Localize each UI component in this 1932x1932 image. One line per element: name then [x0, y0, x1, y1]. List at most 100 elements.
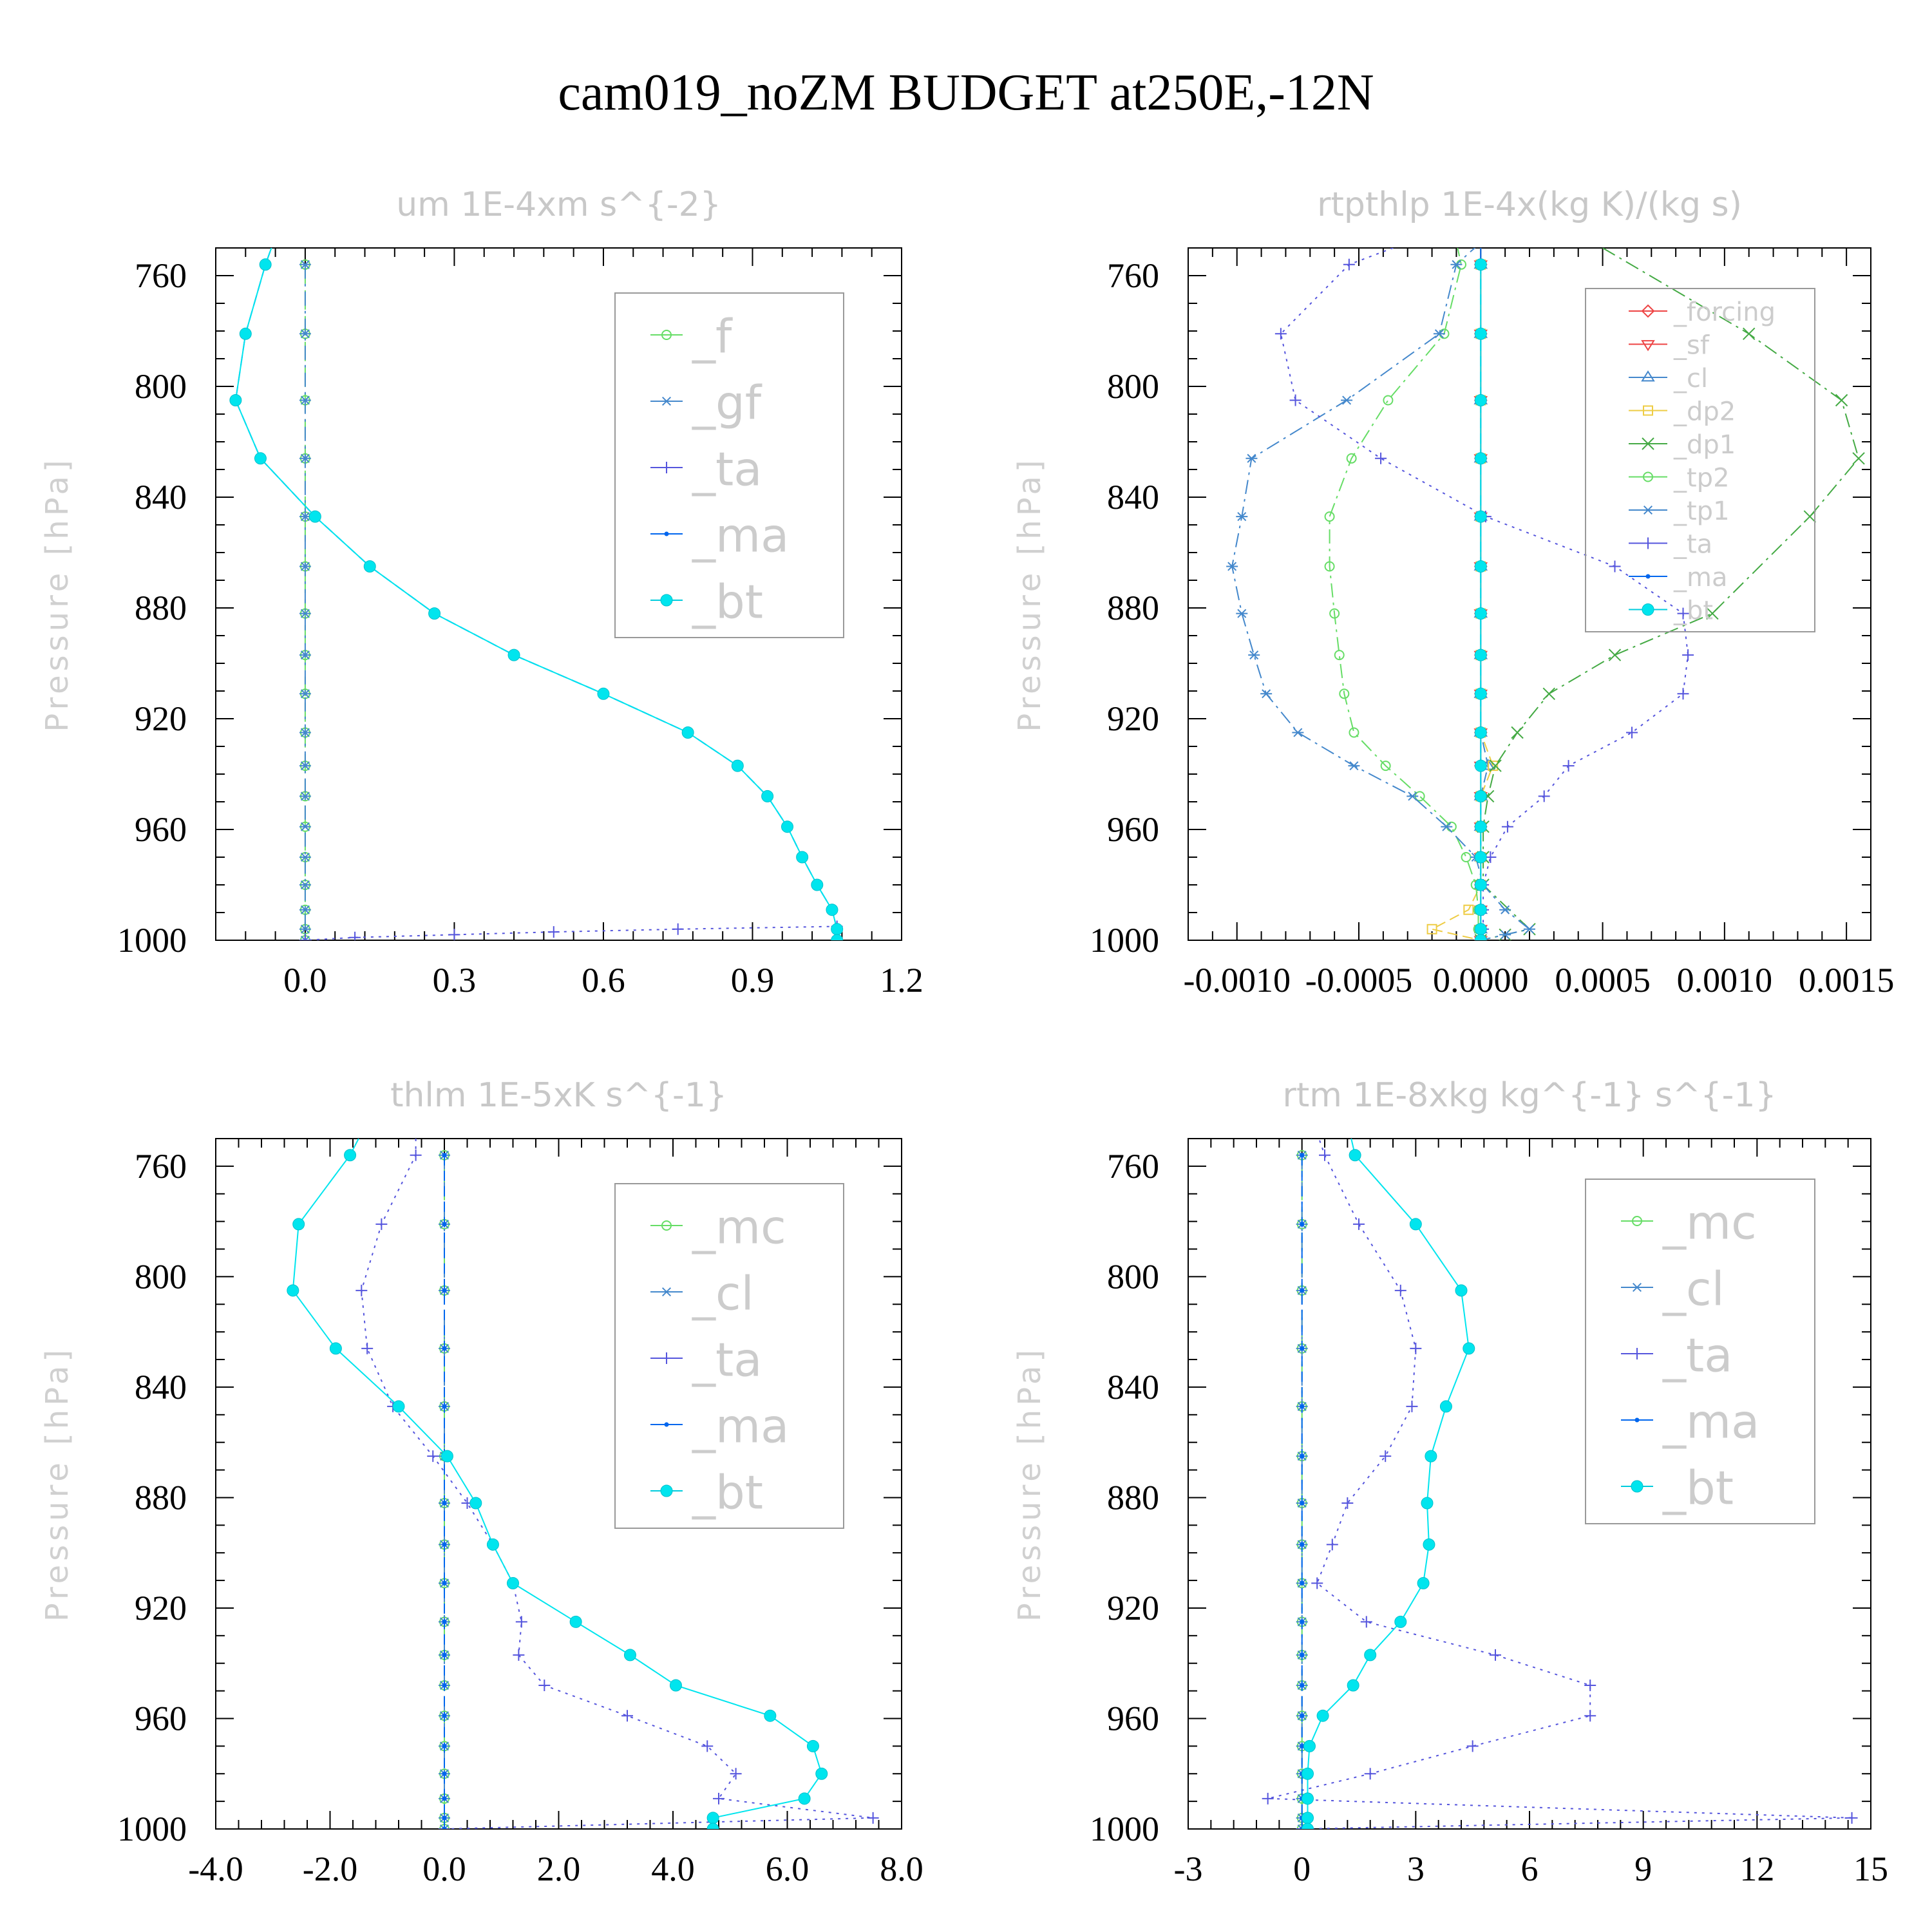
data-point-ma — [442, 1796, 447, 1801]
x-tick-label: 0.6 — [582, 961, 625, 999]
y-tick-label: 800 — [1107, 367, 1159, 406]
data-point-ma — [442, 1743, 447, 1748]
data-point-ta — [1677, 607, 1689, 620]
data-point-bt — [1474, 820, 1487, 833]
legend-marker — [660, 1484, 673, 1497]
data-point-bt — [1474, 258, 1487, 271]
data-point-tp2 — [1324, 511, 1335, 522]
legend-marker — [1641, 370, 1655, 382]
legend-marker — [664, 531, 669, 536]
data-point-tp2 — [1324, 561, 1335, 572]
data-point-ta — [1490, 1649, 1501, 1661]
data-point-ta — [1584, 1710, 1596, 1722]
x-tick-label: -2.0 — [303, 1850, 357, 1888]
data-point-ma — [442, 1580, 447, 1586]
y-tick-label: 880 — [1107, 589, 1159, 627]
data-point-bt — [1394, 1615, 1407, 1628]
data-point-bt — [1455, 1284, 1468, 1297]
data-point-ma — [1300, 1713, 1305, 1718]
data-point-ta — [1846, 1812, 1858, 1824]
y-tick-label: 920 — [1107, 699, 1159, 738]
data-point-ma — [1300, 1288, 1305, 1293]
plot-frame — [215, 1138, 902, 1830]
data-point-ta — [713, 1792, 724, 1804]
data-point-gf — [299, 822, 311, 831]
x-tick-label: 8.0 — [880, 1850, 923, 1888]
data-point-ta — [1677, 688, 1689, 700]
legend-marker — [664, 1422, 669, 1427]
legend-marker — [1632, 1216, 1642, 1226]
legend-marker — [1642, 537, 1654, 549]
legend-label: _bt — [692, 1465, 763, 1519]
data-point-bt — [1474, 452, 1487, 465]
y-tick-label: 880 — [135, 589, 187, 627]
data-point-gf — [299, 562, 311, 571]
x-tick-label: 0.0000 — [1433, 961, 1529, 999]
data-point-tp1 — [1450, 260, 1463, 269]
data-point-bt — [597, 687, 610, 700]
data-point-bt — [1423, 1538, 1435, 1551]
legend-label: _cl — [692, 1266, 754, 1320]
y-tick-label: 1000 — [1090, 921, 1159, 960]
y-tick-label: 880 — [135, 1478, 187, 1517]
plot-frame — [1188, 247, 1871, 941]
figure-title: cam019_noZM BUDGET at250E,-12N — [558, 64, 1374, 121]
series-group — [1226, 248, 1865, 940]
data-point-ta — [1326, 1539, 1338, 1551]
x-tick-label: 0.0 — [422, 1850, 466, 1888]
data-point-ta — [1341, 1497, 1354, 1510]
data-point-gf — [299, 852, 311, 862]
data-point-bt — [259, 258, 272, 271]
legend-marker — [661, 462, 672, 473]
data-point-dp2 — [1488, 761, 1499, 772]
data-point-bt — [1439, 1400, 1452, 1413]
legend-marker — [1631, 1480, 1643, 1493]
data-point-tp2 — [1339, 688, 1350, 699]
data-point-bt — [1474, 904, 1487, 916]
data-point-ta — [1682, 649, 1694, 661]
data-point-bt — [507, 1577, 519, 1589]
data-point-bt — [292, 1218, 305, 1231]
x-tick-label: 0 — [1293, 1850, 1311, 1888]
data-point-ma — [442, 1619, 447, 1624]
data-point-bt — [392, 1400, 405, 1413]
legend-marker — [1641, 304, 1655, 318]
series-line-tp2 — [1329, 248, 1482, 940]
data-point-dp1 — [1852, 452, 1865, 465]
data-point-bt — [1421, 1497, 1434, 1510]
data-point-bt — [308, 510, 321, 523]
data-point-gf — [299, 924, 311, 934]
panel-1: um 1E-4xm s^{-2} Pressure [hPa] 760 800 840 8… — [39, 185, 923, 999]
plot-frame — [215, 247, 902, 941]
data-point-bt — [806, 1739, 819, 1752]
data-point-bt — [469, 1497, 482, 1510]
data-point-ta — [1262, 1792, 1274, 1804]
data-point-bt — [440, 1450, 453, 1463]
y-tick-label: 800 — [1107, 1257, 1159, 1296]
legend-marker — [660, 594, 673, 607]
data-point-bt — [831, 923, 844, 936]
data-point-ta — [448, 929, 460, 940]
data-point-tp2 — [1329, 608, 1340, 619]
series-line-dp1 — [1481, 248, 1860, 940]
legend-marker — [1643, 405, 1653, 416]
data-point-ma — [1300, 1346, 1305, 1351]
legend-label: _ta — [692, 442, 762, 496]
data-point-ta — [1289, 394, 1302, 406]
x-tick-label: 0.0005 — [1555, 961, 1651, 999]
x-tick-label: 6.0 — [766, 1850, 810, 1888]
y-tick-label: 800 — [135, 1257, 187, 1296]
data-point-dp1 — [1542, 687, 1555, 701]
data-point-bt — [1364, 1649, 1377, 1662]
x-tick-label: 0.9 — [731, 961, 775, 999]
data-point-ma — [442, 1222, 447, 1227]
data-point-ma — [442, 1542, 447, 1547]
data-point-tp1 — [1341, 395, 1353, 405]
data-point-bt — [781, 820, 793, 833]
data-point-ta — [730, 1768, 742, 1780]
data-point-bt — [1425, 1450, 1437, 1463]
legend-marker — [661, 330, 672, 340]
data-point-dp1 — [1608, 649, 1622, 661]
data-point-ta — [621, 1710, 633, 1722]
data-point-tp1 — [1236, 512, 1248, 522]
